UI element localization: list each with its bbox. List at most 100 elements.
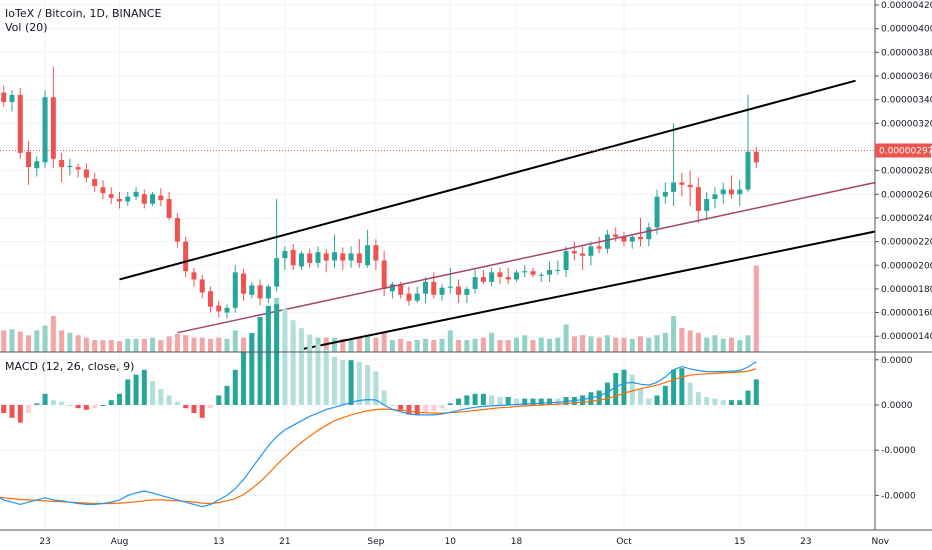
candle-body	[629, 236, 635, 242]
candle-body	[315, 252, 321, 263]
volume-bar	[26, 335, 32, 352]
macd-histogram-bar	[224, 385, 230, 405]
time-tick-label: 23	[39, 537, 50, 547]
time-tick-label: 13	[213, 537, 224, 547]
volume-bar	[530, 340, 536, 352]
price-candles	[1, 66, 759, 319]
candle-body	[456, 286, 462, 295]
candle-body	[662, 191, 668, 197]
macd-histogram-bar	[629, 374, 635, 405]
volume-bar	[720, 338, 726, 352]
candle-body	[340, 253, 346, 261]
candle-body	[232, 272, 238, 308]
volume-bar	[92, 340, 98, 352]
macd-histogram-bar	[638, 389, 644, 405]
candle-body	[166, 199, 172, 218]
macd-histogram-bar	[348, 360, 354, 405]
volume-indicator-label[interactable]: Vol (20)	[5, 21, 48, 34]
macd-histogram-bar	[232, 369, 238, 405]
volume-bar	[34, 330, 40, 352]
volume-bar	[580, 335, 586, 352]
volume-bar	[555, 337, 561, 352]
volume-bar	[83, 337, 89, 352]
price-tick-label: 0.00000220	[881, 238, 932, 248]
candle-body	[199, 279, 205, 293]
macd-tick-label: 0.0000	[881, 401, 913, 411]
candle-body	[323, 253, 329, 261]
volume-bar	[638, 336, 644, 352]
candle-body	[348, 253, 354, 261]
volume-bar	[17, 331, 23, 352]
candle-body	[737, 189, 743, 195]
channel-lines[interactable]	[119, 79, 932, 351]
candle-body	[158, 195, 164, 201]
candle-body	[547, 269, 553, 275]
time-tick-label: 18	[511, 537, 523, 547]
macd-histogram-bar	[679, 368, 685, 405]
price-tick-label: 0.00000160	[881, 309, 932, 319]
candle-body	[695, 187, 701, 211]
volume-bar	[108, 340, 114, 352]
price-tick-label: 0.00000140	[881, 332, 932, 342]
candle-body	[497, 272, 503, 278]
macd-histogram-bar	[298, 328, 304, 405]
macd-histogram-bar	[588, 392, 594, 405]
candle-body	[34, 161, 40, 169]
candle-body	[42, 97, 48, 163]
volume-bar	[100, 340, 106, 352]
price-tick-label: 0.00000200	[881, 261, 932, 271]
candle-body	[183, 241, 189, 272]
macd-histogram-bar	[687, 382, 693, 405]
volume-bar	[117, 341, 122, 352]
candle-body	[522, 271, 528, 273]
volume-bar	[207, 338, 213, 352]
candle-body	[150, 194, 156, 204]
macd-histogram-bar	[621, 369, 627, 405]
volume-bar	[216, 337, 222, 352]
volume-bar	[745, 335, 751, 352]
volume-bar	[538, 337, 544, 352]
macd-histogram-bar	[356, 361, 362, 405]
macd-histogram-bar	[547, 398, 553, 405]
volume-bar	[414, 340, 420, 352]
time-tick-label: Nov	[872, 537, 890, 547]
price-tick-label: 0.00000380	[881, 48, 932, 58]
macd-histogram-bar	[125, 379, 131, 405]
macd-histogram-bar	[141, 369, 147, 405]
volume-bar	[439, 338, 445, 352]
price-axis-labels: 0.00000420 0.00000400 0.00000380 0.00000360…	[875, 1, 932, 342]
macd-histogram-bar	[737, 400, 743, 405]
volume-bar	[42, 325, 48, 352]
candle-body	[513, 272, 519, 280]
volume-bar	[737, 340, 743, 352]
candle-body	[464, 288, 470, 295]
volume-bar	[571, 336, 577, 352]
candle-body	[216, 305, 222, 312]
time-scale-background	[0, 530, 932, 550]
volume-bar	[150, 337, 156, 352]
candle-body	[414, 293, 420, 301]
macd-histogram-bar	[662, 385, 668, 405]
chart-title: IoTeX / Bitcoin, 1D, BINANCE	[5, 7, 162, 20]
macd-tick-label: 0.0000	[881, 356, 913, 366]
macd-histogram-bar	[67, 405, 73, 406]
macd-histogram-bar	[9, 405, 15, 418]
candle-body	[728, 189, 734, 195]
candle-body	[265, 286, 271, 299]
candle-body	[50, 97, 56, 159]
macd-histogram-bar	[365, 365, 371, 405]
macd-histogram-bar	[505, 397, 511, 405]
macd-histogram-bar	[183, 405, 189, 409]
macd-histogram-bar	[17, 405, 23, 423]
macd-histogram-bar	[389, 405, 395, 406]
last-price-badge: 0.00000297	[875, 143, 932, 158]
macd-histogram-bar	[406, 405, 412, 415]
candle-body	[75, 167, 81, 170]
candle-body	[753, 151, 759, 163]
candle-body	[17, 94, 23, 153]
macd-indicator-label[interactable]: MACD (12, 26, close, 9)	[5, 360, 135, 373]
candle-body	[67, 165, 73, 168]
volume-bar	[406, 341, 412, 352]
macd-histogram-bar	[456, 398, 462, 405]
